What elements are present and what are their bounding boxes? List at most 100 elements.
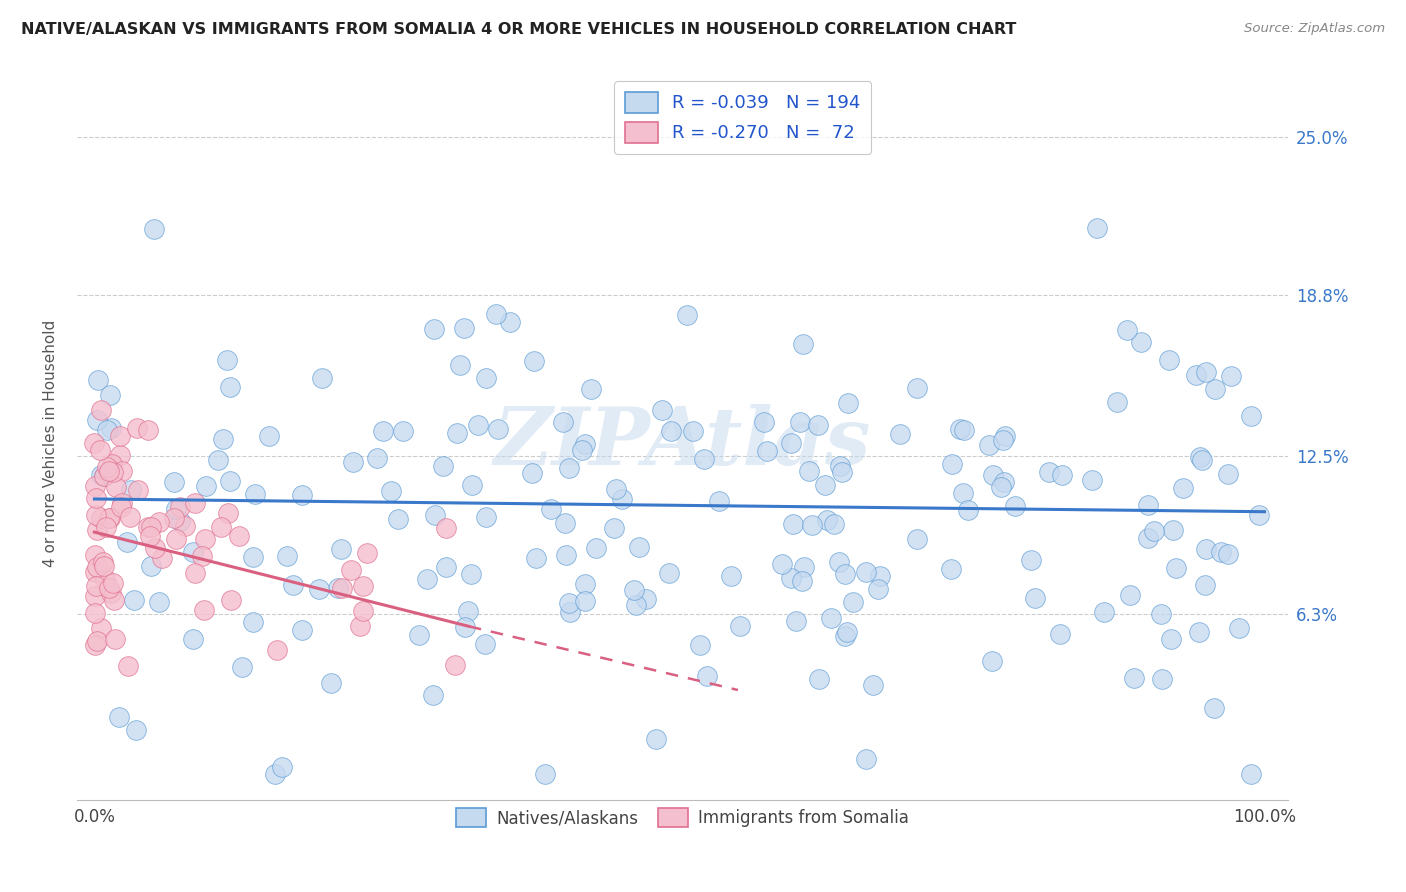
Point — [952, 486, 974, 500]
Point — [194, 532, 217, 546]
Point — [352, 579, 374, 593]
Point — [1194, 578, 1216, 592]
Point — [1195, 365, 1218, 379]
Point — [217, 353, 239, 368]
Point — [329, 542, 352, 557]
Point — [817, 513, 839, 527]
Point — [257, 429, 280, 443]
Point — [165, 533, 187, 547]
Point — [173, 518, 195, 533]
Point — [779, 571, 801, 585]
Point — [460, 567, 482, 582]
Point — [415, 572, 437, 586]
Point — [808, 672, 831, 686]
Point — [103, 593, 125, 607]
Point — [941, 562, 963, 576]
Point — [475, 371, 498, 385]
Point — [96, 459, 118, 474]
Y-axis label: 4 or more Vehicles in Household: 4 or more Vehicles in Household — [44, 319, 58, 566]
Point — [228, 529, 250, 543]
Point — [139, 558, 162, 573]
Point — [93, 468, 115, 483]
Point — [124, 723, 146, 737]
Point — [977, 438, 1000, 452]
Point — [449, 358, 471, 372]
Point — [97, 581, 120, 595]
Point — [993, 475, 1015, 490]
Point — [1092, 605, 1115, 619]
Point — [991, 434, 1014, 448]
Point — [98, 511, 121, 525]
Point — [101, 575, 124, 590]
Point — [676, 308, 699, 322]
Point — [98, 387, 121, 401]
Point — [454, 620, 477, 634]
Point — [837, 396, 859, 410]
Point — [86, 413, 108, 427]
Point — [789, 415, 811, 429]
Point — [797, 464, 820, 478]
Point — [90, 403, 112, 417]
Point — [148, 595, 170, 609]
Point — [231, 660, 253, 674]
Point — [340, 563, 363, 577]
Point — [100, 586, 122, 600]
Point — [209, 520, 232, 534]
Point — [1195, 541, 1218, 556]
Point — [780, 436, 803, 450]
Point — [554, 516, 576, 530]
Point — [1227, 621, 1250, 635]
Point — [86, 523, 108, 537]
Point — [120, 510, 142, 524]
Point — [981, 468, 1004, 483]
Point — [603, 521, 626, 535]
Point — [169, 514, 191, 528]
Point — [93, 469, 115, 483]
Point — [195, 479, 218, 493]
Point — [1130, 335, 1153, 350]
Point — [181, 632, 204, 646]
Point — [485, 308, 508, 322]
Point — [111, 464, 134, 478]
Point — [87, 373, 110, 387]
Point — [425, 508, 447, 522]
Point — [571, 442, 593, 457]
Point — [792, 337, 814, 351]
Point — [1021, 553, 1043, 567]
Point — [1161, 524, 1184, 538]
Point — [184, 566, 207, 581]
Point — [217, 506, 239, 520]
Point — [446, 426, 468, 441]
Point — [499, 315, 522, 329]
Point — [457, 604, 479, 618]
Point — [574, 576, 596, 591]
Point — [828, 556, 851, 570]
Point — [1143, 524, 1166, 539]
Point — [1137, 498, 1160, 512]
Point — [83, 606, 105, 620]
Point — [366, 451, 388, 466]
Point — [1024, 591, 1046, 606]
Point — [266, 643, 288, 657]
Point — [391, 424, 413, 438]
Point — [143, 541, 166, 555]
Point — [371, 424, 394, 438]
Text: NATIVE/ALASKAN VS IMMIGRANTS FROM SOMALIA 4 OR MORE VEHICLES IN HOUSEHOLD CORREL: NATIVE/ALASKAN VS IMMIGRANTS FROM SOMALI… — [21, 22, 1017, 37]
Point — [558, 461, 581, 475]
Point — [693, 452, 716, 467]
Point — [623, 582, 645, 597]
Point — [770, 557, 793, 571]
Point — [100, 421, 122, 435]
Point — [520, 467, 543, 481]
Point — [658, 566, 681, 580]
Point — [387, 512, 409, 526]
Point — [219, 474, 242, 488]
Point — [183, 496, 205, 510]
Point — [1050, 468, 1073, 483]
Text: Source: ZipAtlas.com: Source: ZipAtlas.com — [1244, 22, 1385, 36]
Point — [682, 424, 704, 438]
Point — [574, 594, 596, 608]
Point — [1204, 382, 1226, 396]
Point — [862, 678, 884, 692]
Point — [120, 483, 142, 498]
